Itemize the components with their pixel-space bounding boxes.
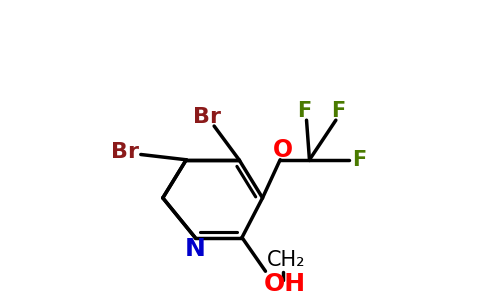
Text: Br: Br — [193, 107, 221, 127]
Text: F: F — [352, 150, 366, 170]
Text: F: F — [297, 101, 311, 122]
Text: OH: OH — [263, 272, 305, 296]
Text: O: O — [272, 138, 292, 162]
Text: F: F — [331, 101, 345, 122]
Text: CH₂: CH₂ — [267, 250, 305, 270]
Text: N: N — [184, 237, 206, 261]
Text: Br: Br — [111, 142, 139, 162]
